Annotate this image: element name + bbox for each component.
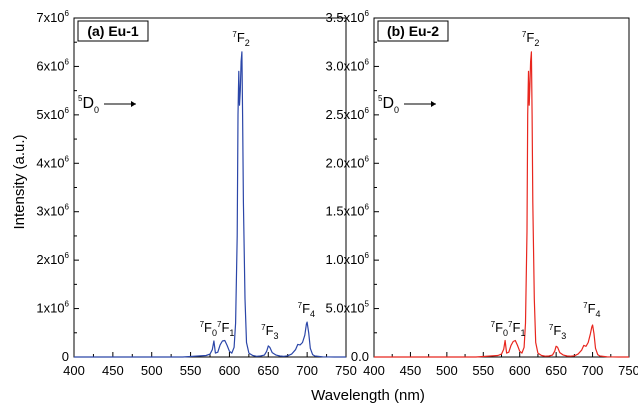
arrow-head <box>131 101 136 107</box>
y-tick-label: 1x106 <box>36 300 69 316</box>
x-tick-label: 750 <box>618 363 638 378</box>
x-tick-label: 500 <box>141 363 163 378</box>
y-tick-label: 3.0x106 <box>326 57 370 73</box>
y-axis-label: Intensity (a.u.) <box>11 134 28 229</box>
x-tick-label: 700 <box>296 363 318 378</box>
annotation-7f0-7f1: 7F07F1 <box>491 320 526 338</box>
y-tick-label: 4x106 <box>36 154 69 170</box>
spectrum-line <box>374 51 629 358</box>
annotation-7f4: 7F4 <box>298 301 315 319</box>
annotation-5d0: 5D0 <box>78 94 99 115</box>
panel-title: (a) Eu-1 <box>87 23 139 39</box>
panel-title-box <box>377 20 449 42</box>
x-tick-label: 650 <box>545 363 567 378</box>
annotation-7f0-7f1: 7F07F1 <box>200 320 235 338</box>
y-tick-label: 1.5x106 <box>326 203 370 219</box>
y-tick-label: 0.0 <box>351 349 369 364</box>
arrow-head <box>431 101 436 107</box>
annotation-7f2: 7F2 <box>232 30 249 48</box>
x-tick-label: 600 <box>219 363 241 378</box>
x-tick-label: 400 <box>63 363 85 378</box>
panel-eu1: 400 450 500 550 600 650 700 750 0 1x106 2x106 3x106… <box>36 9 357 378</box>
x-tick-label: 450 <box>102 363 124 378</box>
x-tick-label: 400 <box>363 363 385 378</box>
x-tick-label: 550 <box>180 363 202 378</box>
panel-title: (b) Eu-2 <box>387 23 439 39</box>
x-tick-label: 650 <box>257 363 279 378</box>
x-axis-label: Wavelength (nm) <box>311 387 425 404</box>
x-tick-label: 750 <box>335 363 357 378</box>
x-tick-label: 450 <box>400 363 422 378</box>
y-tick-label: 5x106 <box>36 106 69 122</box>
y-tick-label: 0 <box>62 349 69 364</box>
y-tick-label: 2x106 <box>36 251 69 267</box>
y-tick-label: 3x106 <box>36 203 69 219</box>
y-tick-label: 6x106 <box>36 57 69 73</box>
y-tick-label: 2.0x106 <box>326 154 370 170</box>
x-tick-label: 500 <box>436 363 458 378</box>
spectrum-line <box>74 51 346 358</box>
panel-eu2: 400 450 500 550 600 650 700 7500.05.0x1051.0x10… <box>326 9 638 378</box>
x-tick-label: 700 <box>582 363 604 378</box>
y-tick-label: 2.5x106 <box>326 106 370 122</box>
y-tick-label: 5.0x105 <box>326 300 370 316</box>
annotation-5d0: 5D0 <box>378 94 399 115</box>
panel-title-box <box>77 20 149 42</box>
annotation-7f2: 7F2 <box>522 30 539 48</box>
annotation-7f3: 7F3 <box>549 323 566 341</box>
x-tick-label: 550 <box>472 363 494 378</box>
x-tick-label: 600 <box>509 363 531 378</box>
y-tick-label: 1.0x106 <box>326 251 370 267</box>
annotation-7f3: 7F3 <box>261 323 278 341</box>
y-tick-label: 3.5x106 <box>326 9 370 25</box>
annotation-7f4: 7F4 <box>583 301 600 319</box>
y-tick-label: 7x106 <box>36 9 69 25</box>
